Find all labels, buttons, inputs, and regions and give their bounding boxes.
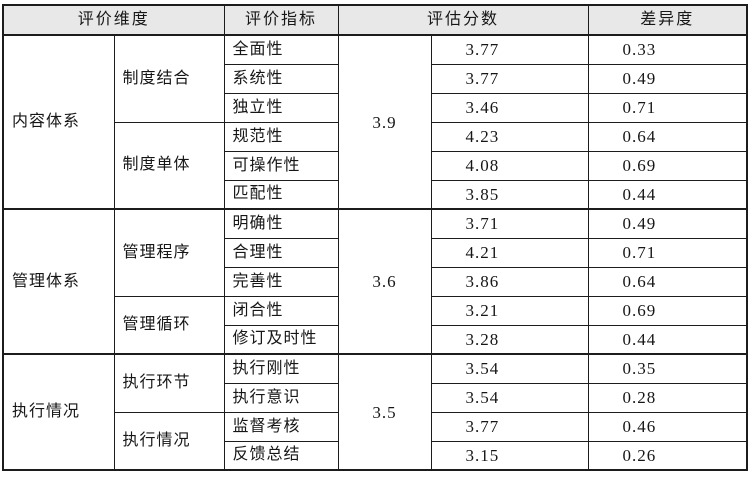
table-row: 执行意识 3.54 0.28 bbox=[3, 382, 748, 413]
table-row: 反馈总结 3.15 0.26 bbox=[3, 440, 748, 471]
indicator-score-cell: 3.21 bbox=[430, 295, 589, 326]
difference-cell: 0.69 bbox=[587, 295, 748, 326]
table-row: 执行情况 执行环节 执行刚性 3.5 3.54 0.35 bbox=[2, 353, 748, 471]
indicator-cell: 规范性 bbox=[223, 121, 339, 152]
difference-cell: 0.69 bbox=[587, 150, 748, 181]
indicator-cell: 可操作性 bbox=[223, 150, 339, 181]
indicator-score-cell: 4.08 bbox=[430, 150, 589, 181]
indicator-cell: 反馈总结 bbox=[223, 440, 339, 471]
indicator-score-cell: 3.77 bbox=[430, 411, 589, 442]
difference-cell: 0.71 bbox=[587, 92, 748, 123]
indicator-cell: 全面性 bbox=[223, 34, 339, 65]
difference-cell: 0.49 bbox=[587, 208, 748, 239]
group-cell: 制度单体 bbox=[113, 121, 225, 210]
indicator-cell: 执行刚性 bbox=[223, 353, 339, 384]
dimension-score-cell: 3.6 bbox=[337, 208, 432, 355]
indicator-score-cell: 3.54 bbox=[430, 382, 589, 413]
table-row: 匹配性 3.85 0.44 bbox=[3, 179, 748, 210]
indicator-score-cell: 3.15 bbox=[430, 440, 589, 471]
indicator-score-cell: 3.46 bbox=[430, 92, 589, 123]
indicator-score-cell: 4.23 bbox=[430, 121, 589, 152]
table-row: 可操作性 4.08 0.69 bbox=[3, 150, 748, 181]
indicator-score-cell: 3.28 bbox=[430, 324, 589, 355]
dimension-cell: 管理体系 bbox=[2, 208, 115, 355]
header-difference: 差异度 bbox=[587, 4, 748, 36]
dimension-score-cell: 3.9 bbox=[337, 34, 432, 210]
group-cell: 执行情况 bbox=[113, 411, 225, 471]
dimension-cell: 执行情况 bbox=[2, 353, 115, 471]
table-row: 合理性 4.21 0.71 bbox=[3, 237, 748, 268]
indicator-cell: 明确性 bbox=[223, 208, 339, 239]
difference-cell: 0.71 bbox=[587, 237, 748, 268]
table-row: 独立性 3.46 0.71 bbox=[3, 92, 748, 123]
difference-cell: 0.26 bbox=[587, 440, 748, 471]
difference-cell: 0.64 bbox=[587, 121, 748, 152]
indicator-cell: 监督考核 bbox=[223, 411, 339, 442]
difference-cell: 0.46 bbox=[587, 411, 748, 442]
table-row: 完善性 3.86 0.64 bbox=[3, 266, 748, 297]
indicator-score-cell: 3.85 bbox=[430, 179, 589, 210]
table-row: 制度单体 规范性 4.23 0.64 bbox=[3, 121, 748, 210]
evaluation-table: 评价维度 评价指标 评估分数 差异度 内容体系 制度结合 全面性 3.9 3.7… bbox=[2, 4, 749, 471]
header-dimension: 评价维度 bbox=[2, 4, 225, 36]
table-row: 内容体系 制度结合 全面性 3.9 3.77 0.33 bbox=[2, 34, 748, 210]
table-row: 修订及时性 3.28 0.44 bbox=[3, 324, 748, 355]
table-row: 系统性 3.77 0.49 bbox=[3, 63, 748, 94]
difference-cell: 0.44 bbox=[587, 179, 748, 210]
indicator-score-cell: 3.86 bbox=[430, 266, 589, 297]
indicator-score-cell: 3.71 bbox=[430, 208, 589, 239]
indicator-cell: 匹配性 bbox=[223, 179, 339, 210]
difference-cell: 0.49 bbox=[587, 63, 748, 94]
indicator-cell: 闭合性 bbox=[223, 295, 339, 326]
header-indicator: 评价指标 bbox=[223, 4, 339, 36]
header-score: 评估分数 bbox=[337, 4, 589, 36]
dimension-cell: 内容体系 bbox=[2, 34, 115, 210]
group-cell: 管理循环 bbox=[113, 295, 225, 355]
table-row: 管理循环 闭合性 3.21 0.69 bbox=[3, 295, 748, 355]
group-cell: 执行环节 bbox=[113, 353, 225, 413]
indicator-cell: 完善性 bbox=[223, 266, 339, 297]
indicator-cell: 修订及时性 bbox=[223, 324, 339, 355]
table-row: 管理体系 管理程序 明确性 3.6 3.71 0.49 bbox=[2, 208, 748, 355]
indicator-score-cell: 3.77 bbox=[430, 34, 589, 65]
difference-cell: 0.35 bbox=[587, 353, 748, 384]
indicator-cell: 独立性 bbox=[223, 92, 339, 123]
difference-cell: 0.28 bbox=[587, 382, 748, 413]
difference-cell: 0.44 bbox=[587, 324, 748, 355]
header-row: 评价维度 评价指标 评估分数 差异度 bbox=[2, 4, 748, 36]
indicator-cell: 执行意识 bbox=[223, 382, 339, 413]
group-cell: 制度结合 bbox=[113, 34, 225, 123]
dimension-score-cell: 3.5 bbox=[337, 353, 432, 471]
indicator-cell: 合理性 bbox=[223, 237, 339, 268]
indicator-score-cell: 3.77 bbox=[430, 63, 589, 94]
indicator-score-cell: 3.54 bbox=[430, 353, 589, 384]
group-cell: 管理程序 bbox=[113, 208, 225, 297]
indicator-score-cell: 4.21 bbox=[430, 237, 589, 268]
difference-cell: 0.33 bbox=[587, 34, 748, 65]
difference-cell: 0.64 bbox=[587, 266, 748, 297]
indicator-cell: 系统性 bbox=[223, 63, 339, 94]
table-header: 评价维度 评价指标 评估分数 差异度 bbox=[2, 4, 748, 36]
